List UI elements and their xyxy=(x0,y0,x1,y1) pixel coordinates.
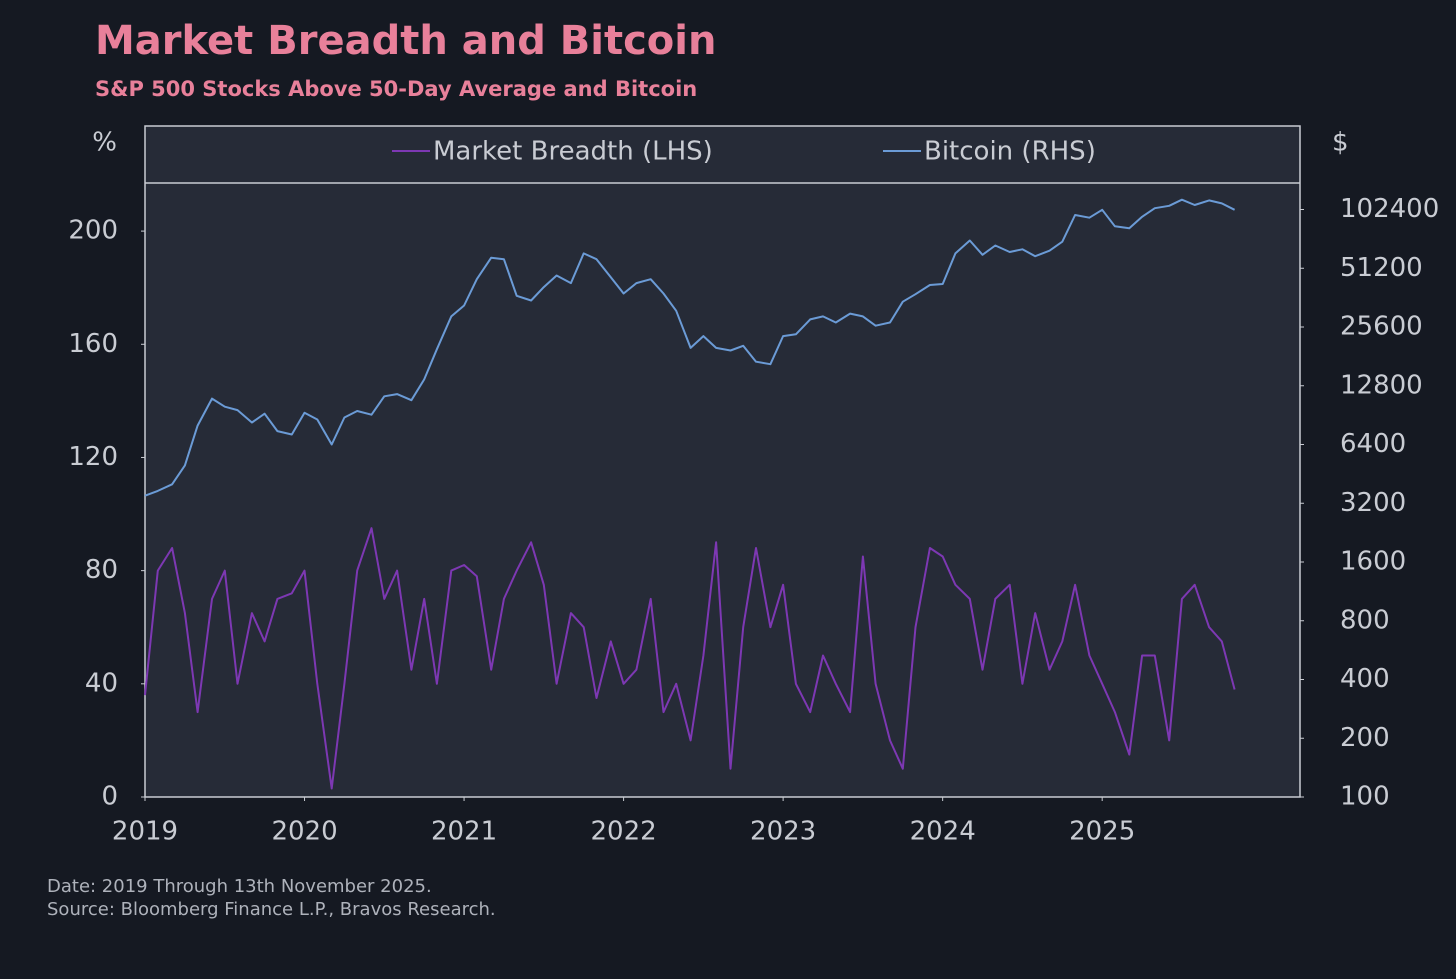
y2-tick-label: 102400 xyxy=(1340,194,1439,224)
footnote: Source: Bloomberg Finance L.P., Bravos R… xyxy=(47,899,496,920)
chart-title: Market Breadth and Bitcoin xyxy=(95,18,716,64)
x-tick-label: 2022 xyxy=(591,817,657,847)
y2-tick-label: 3200 xyxy=(1340,488,1406,518)
y-tick-label: 40 xyxy=(85,668,118,698)
y2-tick-label: 12800 xyxy=(1340,370,1423,400)
x-tick-label: 2023 xyxy=(750,817,816,847)
y2-tick-label: 51200 xyxy=(1340,253,1423,283)
y-tick-label: 160 xyxy=(68,329,118,359)
y-axis-label: % xyxy=(92,128,117,158)
plot-frame xyxy=(144,125,1301,798)
y2-axis-label: $ xyxy=(1332,128,1349,158)
y2-tick-label: 100 xyxy=(1340,782,1390,812)
chart-subtitle: S&P 500 Stocks Above 50-Day Average and … xyxy=(95,77,697,101)
y2-tick-label: 1600 xyxy=(1340,547,1406,577)
x-tick-label: 2024 xyxy=(910,817,976,847)
y2-tick-label: 6400 xyxy=(1340,429,1406,459)
x-tick-label: 2019 xyxy=(112,817,178,847)
y-tick-label: 0 xyxy=(101,782,118,812)
footnote: Date: 2019 Through 13th November 2025. xyxy=(47,876,432,897)
y-tick-label: 200 xyxy=(68,216,118,246)
x-tick-label: 2025 xyxy=(1069,817,1135,847)
data-line xyxy=(144,198,1236,497)
data-line xyxy=(144,527,1236,790)
x-tick-label: 2020 xyxy=(271,817,337,847)
x-tick-label: 2021 xyxy=(431,817,497,847)
legend-label: Market Breadth (LHS) xyxy=(433,137,713,167)
y2-tick-label: 200 xyxy=(1340,723,1390,753)
legend-label: Bitcoin (RHS) xyxy=(924,137,1096,167)
y-tick-label: 80 xyxy=(85,555,118,585)
y-tick-label: 120 xyxy=(68,442,118,472)
y2-tick-label: 800 xyxy=(1340,605,1390,635)
y2-tick-label: 25600 xyxy=(1340,312,1423,342)
y2-tick-label: 400 xyxy=(1340,664,1390,694)
